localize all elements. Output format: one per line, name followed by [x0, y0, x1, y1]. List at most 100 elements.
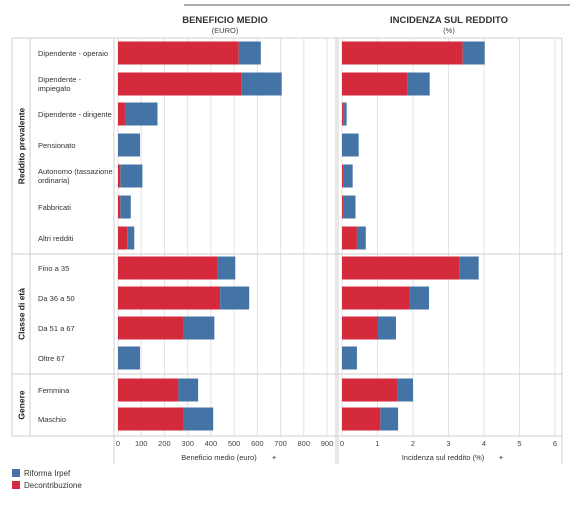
- left-bar-riforma: [183, 407, 214, 431]
- left-tick-label: 700: [274, 439, 287, 448]
- left-bar-riforma: [183, 316, 215, 340]
- left-tick-label: 200: [158, 439, 171, 448]
- category-label-line: Dipendente -: [38, 75, 81, 84]
- right-bar-riforma: [343, 164, 353, 188]
- right-bar-riforma: [459, 256, 479, 280]
- category-label-line: Autonomo (tassazione: [38, 167, 113, 176]
- right-bar-decontribuzione: [342, 102, 344, 126]
- right-tick-label: 2: [411, 439, 415, 448]
- right-bar-riforma: [462, 41, 485, 65]
- legend-swatch-riforma: [12, 469, 20, 477]
- category-label: Da 36 a 50: [38, 294, 75, 303]
- group-label: Classe di età: [16, 288, 26, 340]
- category-label: Da 51 a 67: [38, 324, 75, 333]
- left-panel-title: BENEFICIO MEDIO: [182, 15, 268, 26]
- right-bar-riforma: [409, 286, 429, 310]
- right-tick-label: 3: [446, 439, 450, 448]
- legend: Riforma Irpef Decontribuzione: [12, 467, 82, 491]
- right-panel-subtitle: (%): [443, 26, 455, 35]
- right-bar-decontribuzione: [342, 41, 463, 65]
- left-tick-label: 400: [205, 439, 218, 448]
- category-label: Dipendente -impiegato: [38, 75, 81, 93]
- left-tick-label: 500: [228, 439, 241, 448]
- pin-icon: ✦: [498, 454, 504, 462]
- left-bar-decontribuzione: [118, 226, 128, 250]
- left-bar-decontribuzione: [118, 195, 121, 219]
- right-tick-label: 5: [517, 439, 521, 448]
- legend-swatch-decontribuzione: [12, 481, 20, 489]
- legend-label-decontribuzione: Decontribuzione: [24, 480, 82, 490]
- left-bar-riforma: [241, 72, 282, 96]
- left-tick-label: 100: [135, 439, 148, 448]
- right-bar-riforma: [356, 226, 366, 250]
- right-bar-decontribuzione: [342, 286, 410, 310]
- category-label-line: impiegato: [38, 84, 71, 93]
- category-label: Femmina: [38, 386, 70, 395]
- right-bar-decontribuzione: [342, 195, 344, 219]
- category-label: Autonomo (tassazione ordinaria): [38, 167, 113, 185]
- left-bar-decontribuzione: [118, 102, 125, 126]
- left-tick-label: 0: [116, 439, 120, 448]
- left-bar-decontribuzione: [118, 72, 242, 96]
- left-bar-decontribuzione: [118, 407, 184, 431]
- right-bar-decontribuzione: [342, 72, 408, 96]
- right-bar-riforma: [343, 195, 356, 219]
- category-label: Fabbricati: [38, 203, 71, 212]
- right-bar-riforma: [380, 407, 399, 431]
- right-axis-label: Incidenza sul reddito (%): [402, 453, 485, 462]
- right-bar-riforma: [342, 346, 357, 370]
- left-bar-riforma: [127, 226, 135, 250]
- left-bar-riforma: [217, 256, 236, 280]
- category-label: Maschio: [38, 415, 66, 424]
- left-bar-decontribuzione: [118, 256, 218, 280]
- left-bar-decontribuzione: [118, 286, 221, 310]
- left-bar-riforma: [238, 41, 261, 65]
- left-bar-riforma: [120, 164, 143, 188]
- right-bar-decontribuzione: [342, 378, 398, 402]
- category-label: Oltre 67: [38, 354, 65, 363]
- right-bar-riforma: [407, 72, 430, 96]
- category-label: Fino a 35: [38, 264, 69, 273]
- left-bar-decontribuzione: [118, 378, 179, 402]
- left-axis-label: Beneficio medio (euro): [181, 453, 257, 462]
- left-bar-decontribuzione: [118, 316, 184, 340]
- left-bar-riforma: [178, 378, 199, 402]
- right-tick-label: 4: [482, 439, 486, 448]
- right-bar-riforma: [397, 378, 413, 402]
- right-bar-riforma: [342, 133, 359, 157]
- left-bar-riforma: [118, 133, 141, 157]
- right-bar-riforma: [377, 316, 396, 340]
- right-tick-label: 6: [553, 439, 557, 448]
- category-label: Dipendente - dirigente: [38, 110, 112, 119]
- category-label: Pensionato: [38, 141, 76, 150]
- pin-icon: ✦: [271, 454, 277, 462]
- category-label-line: ordinaria): [38, 176, 70, 185]
- left-bar-riforma: [220, 286, 250, 310]
- left-bar-riforma: [118, 346, 141, 370]
- right-bar-decontribuzione: [342, 164, 344, 188]
- category-label: Altri redditi: [38, 234, 74, 243]
- legend-item-riforma[interactable]: Riforma Irpef: [12, 467, 82, 479]
- left-tick-label: 600: [251, 439, 264, 448]
- legend-item-decontribuzione[interactable]: Decontribuzione: [12, 479, 82, 491]
- category-label: Dipendente - operaio: [38, 49, 108, 58]
- right-bar-decontribuzione: [342, 256, 460, 280]
- right-panel-title: INCIDENZA SUL REDDITO: [390, 15, 508, 26]
- legend-label-riforma: Riforma Irpef: [24, 468, 71, 478]
- right-bar-decontribuzione: [342, 316, 378, 340]
- right-bar-riforma: [343, 102, 347, 126]
- left-tick-label: 900: [321, 439, 334, 448]
- right-bar-decontribuzione: [342, 226, 357, 250]
- left-tick-label: 300: [181, 439, 194, 448]
- left-bar-riforma: [124, 102, 158, 126]
- group-label: Reddito prevalente: [16, 107, 26, 184]
- right-tick-label: 0: [340, 439, 344, 448]
- right-tick-label: 1: [375, 439, 379, 448]
- left-panel-subtitle: (EURO): [212, 26, 239, 35]
- left-tick-label: 800: [298, 439, 311, 448]
- left-bar-decontribuzione: [118, 164, 121, 188]
- left-bar-riforma: [120, 195, 131, 219]
- right-bar-decontribuzione: [342, 407, 381, 431]
